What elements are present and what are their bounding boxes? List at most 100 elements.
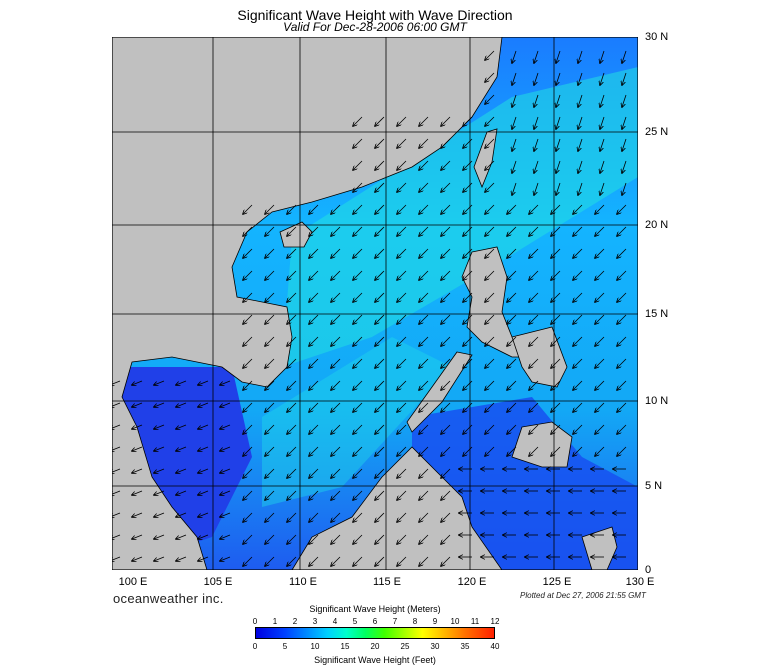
wave-arrow	[507, 336, 517, 346]
wave-arrow	[375, 446, 385, 456]
wave-arrow	[309, 402, 319, 412]
wave-arrow	[243, 446, 253, 456]
wave-arrow	[265, 556, 275, 566]
wave-arrow	[622, 72, 627, 85]
wave-arrow	[463, 270, 473, 280]
wave-arrow	[198, 380, 209, 385]
wave-arrow	[441, 336, 451, 346]
wave-arrow	[331, 226, 341, 236]
wave-arrow	[463, 160, 473, 170]
wave-arrow	[353, 512, 363, 522]
wave-arrow	[617, 204, 627, 214]
wave-arrow	[529, 402, 539, 412]
wave-arrow	[551, 358, 561, 368]
wave-arrow	[287, 336, 297, 346]
lat-label-15n: 15 N	[645, 308, 669, 320]
wave-arrow	[265, 358, 275, 368]
wave-arrow	[375, 380, 385, 390]
wave-arrow	[375, 534, 385, 544]
wave-arrow	[441, 138, 451, 148]
wave-arrow	[512, 94, 517, 107]
wave-arrow	[419, 446, 429, 456]
lon-label-120e: 120 E	[457, 576, 487, 588]
wave-arrow	[512, 138, 517, 151]
wave-arrow	[600, 72, 605, 85]
wave-arrow	[463, 226, 473, 236]
wave-arrow	[463, 314, 473, 324]
wave-arrow	[331, 358, 341, 368]
wave-arrow	[617, 292, 627, 302]
wave-arrow	[573, 402, 583, 412]
feet-tick: 0	[252, 642, 258, 651]
wave-arrow	[265, 336, 275, 346]
wave-arrow	[595, 270, 605, 280]
wave-arrow	[529, 226, 539, 236]
plotted-timestamp: Plotted at Dec 27, 2006 21:55 GMT	[520, 591, 646, 600]
wave-arrow	[243, 336, 253, 346]
wave-arrow	[617, 336, 627, 346]
wave-arrow	[534, 72, 539, 85]
wave-arrow	[176, 446, 187, 451]
wave-arrow	[353, 182, 363, 192]
wave-arrow	[595, 226, 605, 236]
meter-tick: 7	[392, 617, 398, 626]
wave-arrow	[419, 402, 429, 412]
wave-arrow	[534, 182, 539, 195]
wave-arrow	[331, 292, 341, 302]
wave-arrow	[154, 534, 165, 539]
wave-arrow	[441, 468, 451, 478]
wave-arrow	[375, 138, 385, 148]
wave-arrow	[441, 424, 451, 434]
wave-arrow	[617, 402, 627, 412]
feet-tick: 15	[340, 642, 350, 651]
wave-arrow	[375, 402, 385, 412]
wave-arrow	[375, 204, 385, 214]
colorbar-title-meters: Significant Wave Height (Meters)	[309, 604, 441, 614]
wave-arrow	[485, 204, 495, 214]
wave-arrow	[154, 512, 165, 517]
wave-arrow	[463, 204, 473, 214]
feet-tick: 20	[370, 642, 380, 651]
wave-arrow	[243, 534, 253, 544]
wave-arrow	[397, 248, 407, 258]
wave-arrow	[265, 402, 275, 412]
wave-arrow	[419, 204, 429, 214]
wave-arrow	[309, 534, 319, 544]
wave-arrow	[112, 534, 121, 539]
high-wave-band	[282, 67, 638, 367]
wave-arrow	[617, 358, 627, 368]
wave-arrow	[132, 490, 143, 495]
wave-arrow	[441, 534, 451, 544]
wave-arrow	[154, 556, 165, 561]
wave-arrow	[485, 358, 495, 368]
wave-arrow	[353, 380, 363, 390]
wave-arrow	[600, 50, 605, 63]
meter-tick: 11	[470, 617, 480, 626]
wave-arrow	[309, 380, 319, 390]
wave-arrow	[441, 490, 451, 500]
wave-arrow	[556, 182, 561, 195]
wave-arrow	[220, 424, 231, 429]
wave-arrow	[485, 160, 495, 170]
wave-arrow	[617, 248, 627, 258]
wave-arrow	[485, 248, 495, 258]
wave-arrow	[353, 226, 363, 236]
wave-arrow	[132, 468, 143, 473]
wave-arrow	[331, 402, 341, 412]
wave-arrow	[375, 160, 385, 170]
wave-arrow	[112, 490, 121, 495]
wave-arrow	[331, 380, 341, 390]
wave-arrow	[243, 226, 253, 236]
wave-arrow	[512, 72, 517, 85]
wave-arrow	[243, 402, 253, 412]
wave-arrow	[353, 138, 363, 148]
wave-arrow	[617, 226, 627, 236]
wave-arrow	[309, 556, 319, 566]
wave-arrow	[397, 160, 407, 170]
wave-arrow	[485, 292, 495, 302]
lon-label-110e: 110 E	[289, 576, 317, 588]
wave-arrow	[463, 336, 473, 346]
wave-arrow	[512, 160, 517, 173]
wave-arrow	[331, 424, 341, 434]
wave-arrow	[595, 446, 605, 456]
